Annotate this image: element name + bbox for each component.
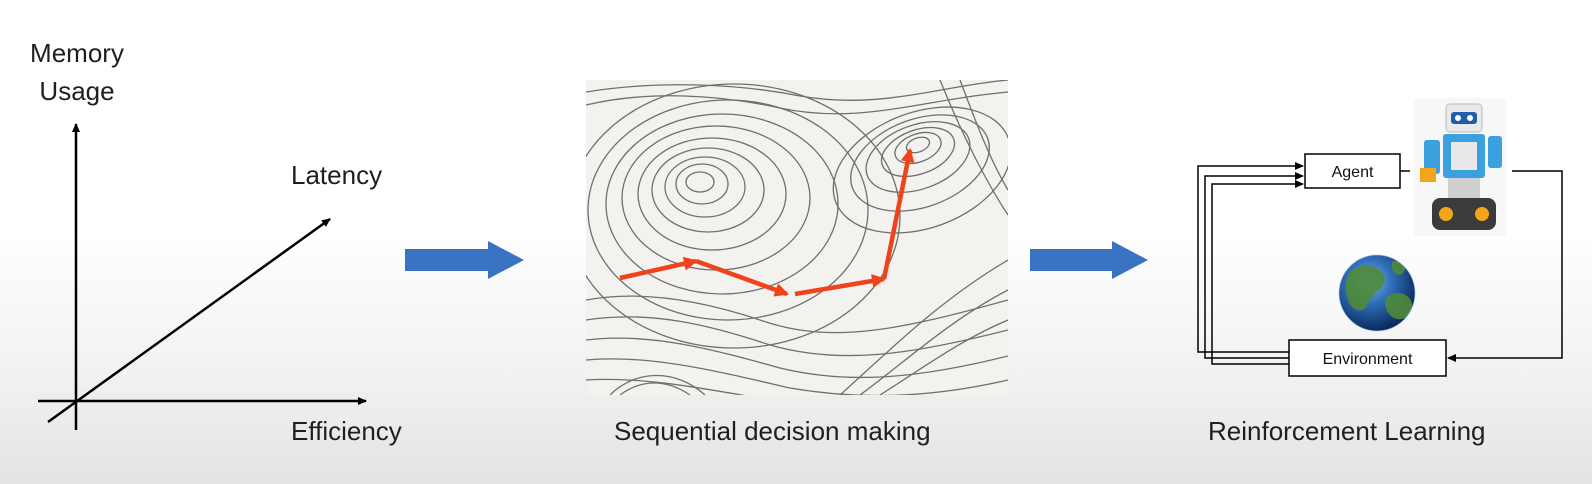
robot-icon: [1414, 98, 1506, 236]
contour-map-image: [586, 80, 1008, 395]
earth-icon: [1338, 254, 1416, 332]
sequential-caption: Sequential decision making: [614, 416, 931, 446]
rl-caption: Reinforcement Learning: [1208, 416, 1486, 446]
right-arrow-icon: [1030, 241, 1148, 279]
latency-label: Latency: [291, 160, 383, 190]
usage-label: Usage: [39, 76, 115, 106]
memory-label: Memory: [30, 38, 124, 68]
agent-label: Agent: [1332, 164, 1374, 181]
rl-loop-diagram: Agent Environment: [1197, 98, 1563, 377]
environment-label: Environment: [1323, 351, 1413, 368]
efficiency-label: Efficiency: [291, 416, 402, 446]
diagonal-axis: [47, 217, 331, 424]
axes-diagram: [38, 123, 367, 430]
right-arrow-icon: [405, 241, 524, 279]
